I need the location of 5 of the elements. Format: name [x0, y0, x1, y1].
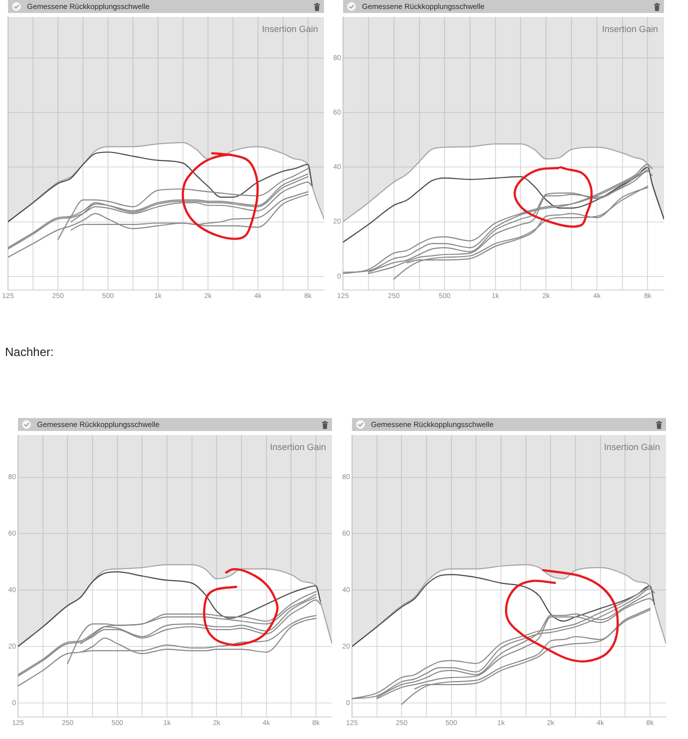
annotation: Insertion Gain [270, 442, 326, 452]
annotation: Insertion Gain [604, 442, 660, 452]
chart-subtitle: Nachher: [5, 345, 54, 359]
annotation: Insertion Gain [602, 24, 658, 34]
annotation: Insertion Gain [262, 24, 318, 34]
